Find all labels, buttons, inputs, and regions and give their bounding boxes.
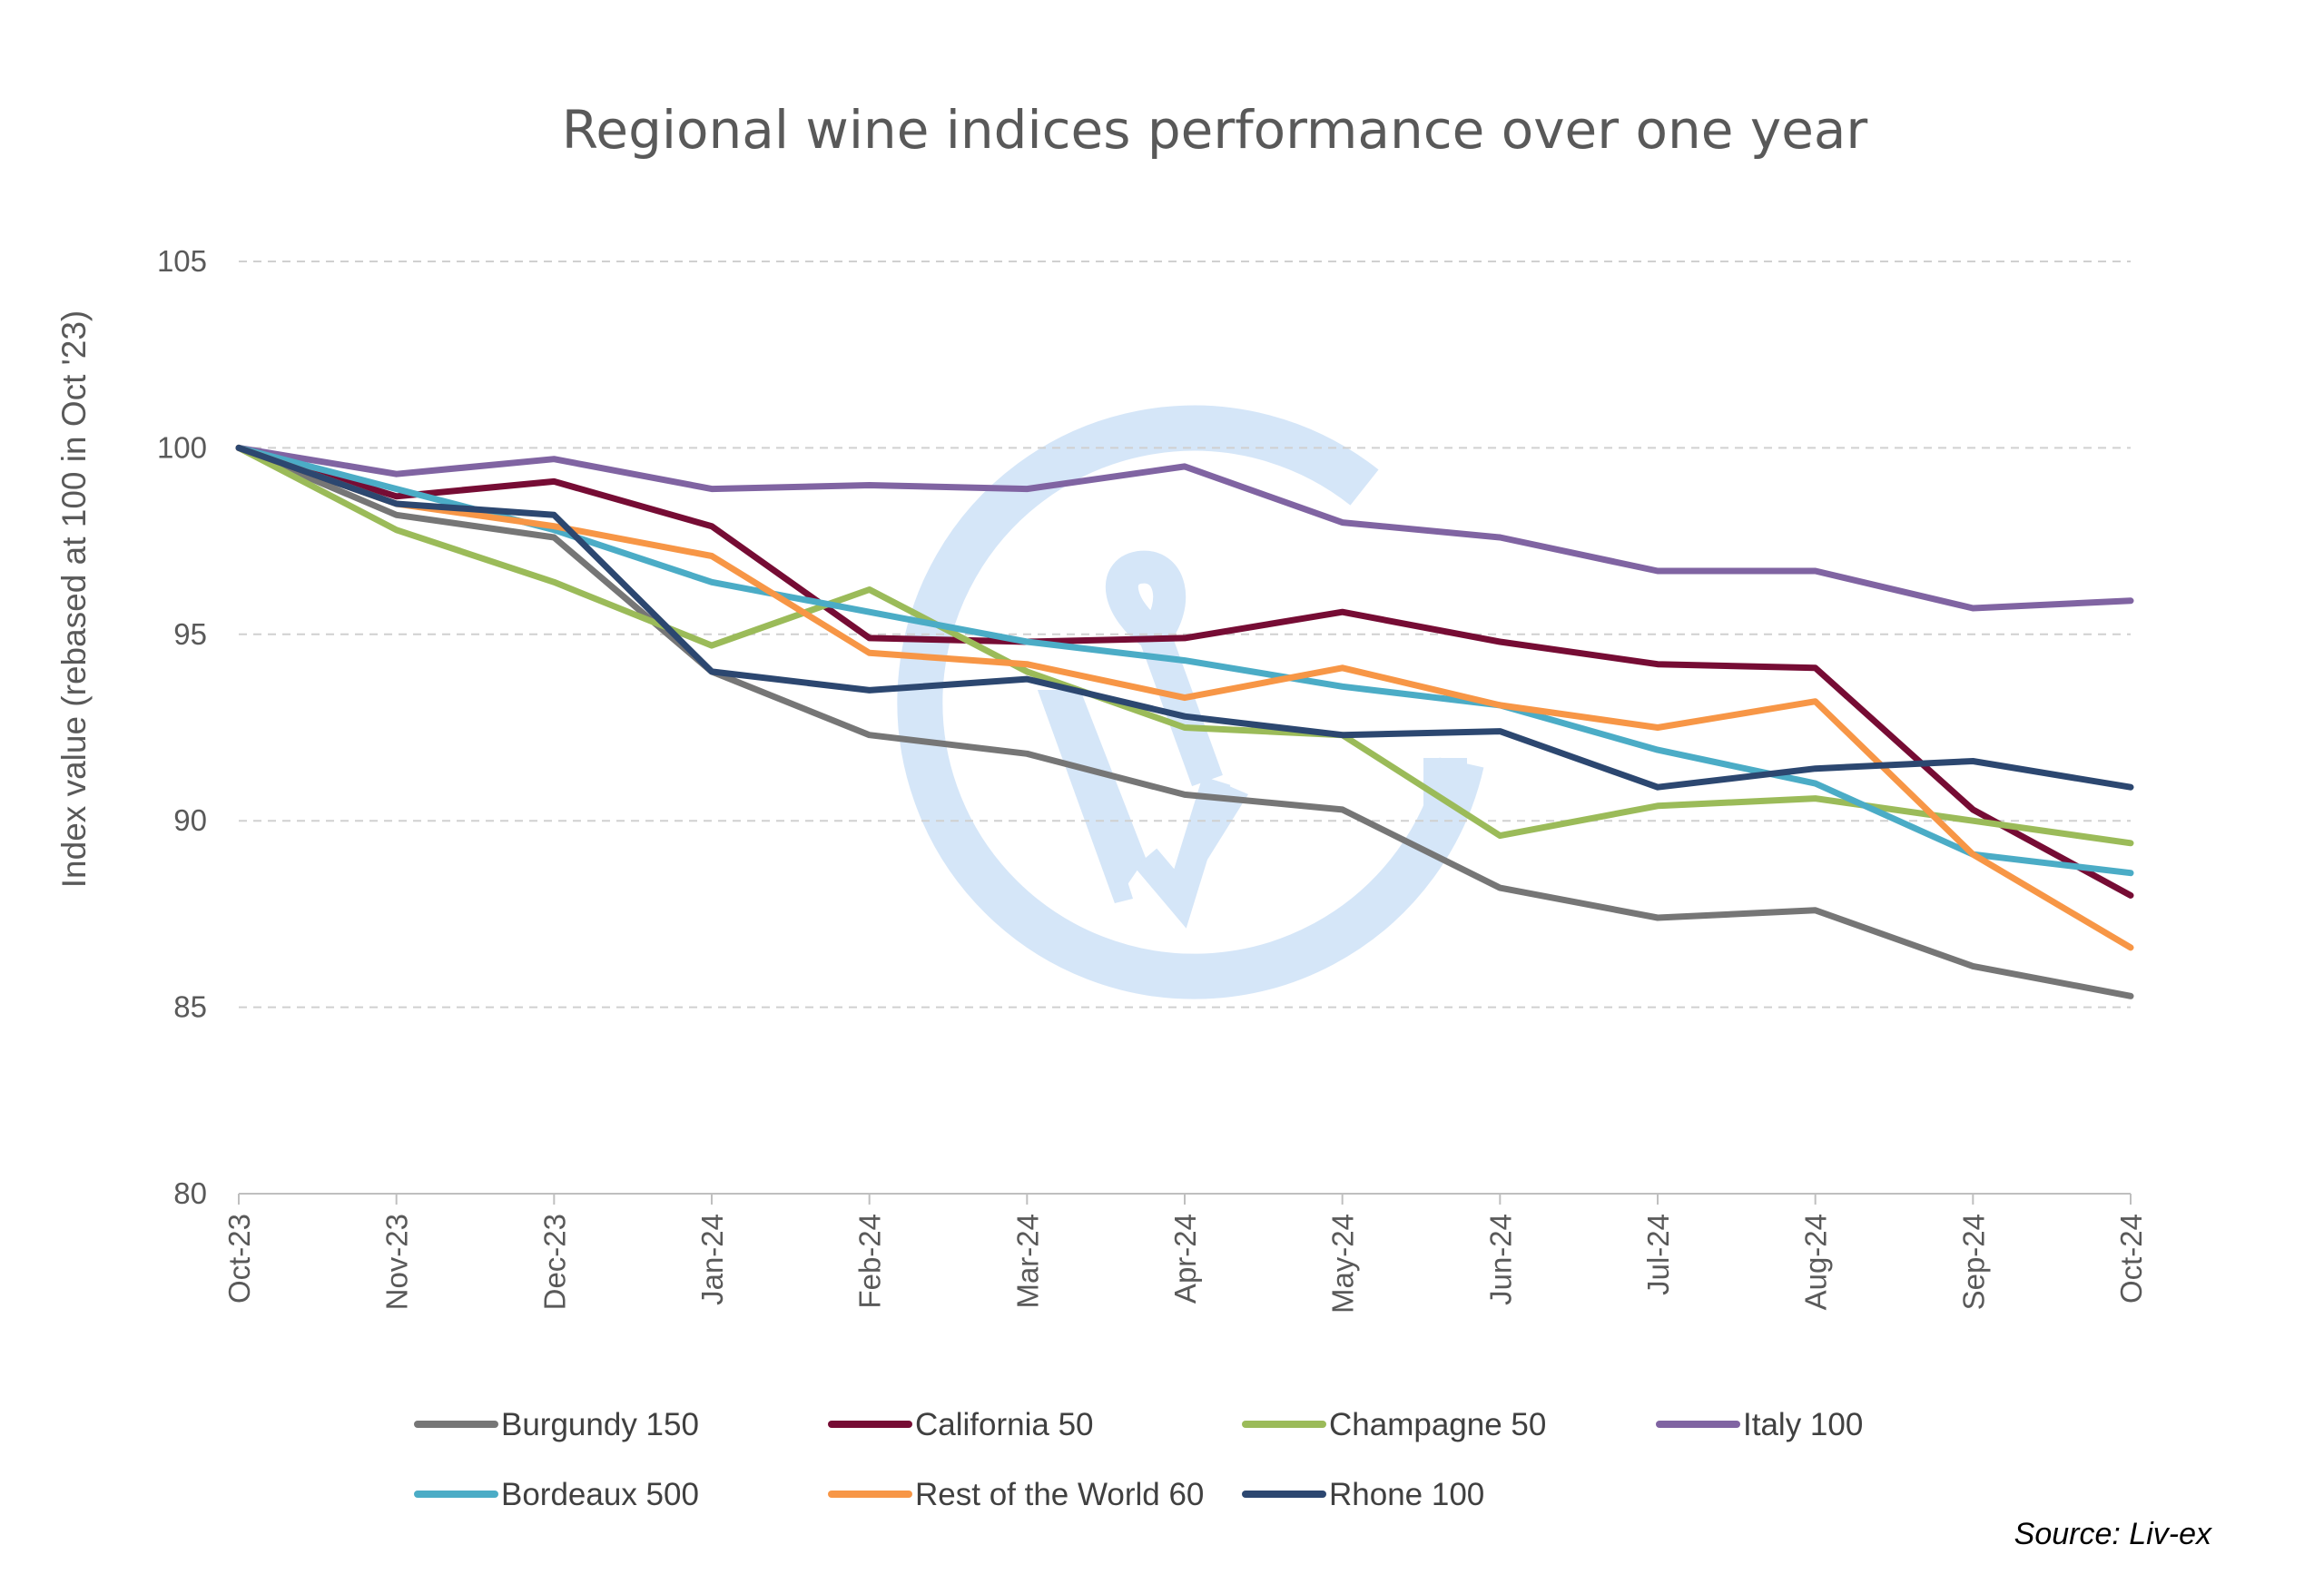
legend-label: Bordeaux 500 (501, 1477, 699, 1512)
legend-item: California 50 (828, 1407, 1094, 1442)
x-tick-label: Nov-23 (380, 1214, 414, 1310)
x-axis-ticks: Oct-23 Nov-23 Dec-23 Jan-24 Feb-24 Mar-24 Apr-… (222, 1214, 2148, 1314)
x-tick-label: Dec-23 (537, 1214, 571, 1310)
legend-item: Rhone 100 (1242, 1477, 1484, 1512)
series-line-rhone-100 (235, 444, 2134, 791)
x-tick-label: Jan-24 (695, 1214, 729, 1305)
x-tick-label: Sep-24 (1956, 1214, 1990, 1310)
y-axis-ticks: 80 85 90 95 100 105 (157, 244, 207, 1210)
series-line-rest-of-the-world-60 (235, 444, 2134, 951)
x-tick-label: Mar-24 (1010, 1214, 1044, 1309)
chart-title: Regional wine indices performance over o… (562, 99, 1868, 161)
x-tick-label: May-24 (1326, 1214, 1360, 1314)
legend-item: Bordeaux 500 (414, 1477, 699, 1512)
x-tick-label: Oct-24 (2114, 1214, 2148, 1304)
gridlines (239, 261, 2131, 1009)
y-tick-label: 105 (157, 244, 207, 278)
series-line-italy-100 (235, 444, 2134, 612)
series-lines (235, 444, 2134, 999)
legend-label: Rest of the World 60 (915, 1477, 1204, 1512)
legend-item: Burgundy 150 (414, 1407, 699, 1442)
y-tick-label: 90 (173, 803, 207, 837)
x-tick-label: Feb-24 (853, 1214, 887, 1309)
legend: Burgundy 150 California 50 Champagne 50 Ita… (414, 1407, 1863, 1512)
legend-label: California 50 (915, 1407, 1094, 1442)
legend-item: Rest of the World 60 (828, 1477, 1204, 1512)
series-line-burgundy-150 (235, 444, 2134, 999)
legend-label: Burgundy 150 (501, 1407, 699, 1442)
x-tick-label: Apr-24 (1168, 1214, 1202, 1304)
liv-ex-logo-icon (897, 405, 1484, 999)
x-tick-label: Jun-24 (1483, 1214, 1517, 1305)
series-line-california-50 (235, 444, 2134, 899)
series-line-bordeaux-500 (235, 444, 2134, 877)
y-tick-label: 80 (173, 1176, 207, 1210)
legend-item: Champagne 50 (1242, 1407, 1546, 1442)
x-tick-label: Aug-24 (1799, 1214, 1833, 1310)
legend-item: Italy 100 (1656, 1407, 1863, 1442)
x-tick-label: Oct-23 (222, 1214, 256, 1304)
y-axis-label: Index value (rebased at 100 in Oct '23) (55, 310, 93, 888)
x-tick-label: Jul-24 (1641, 1214, 1675, 1295)
y-tick-label: 85 (173, 990, 207, 1024)
legend-label: Italy 100 (1743, 1407, 1863, 1442)
y-tick-label: 100 (157, 430, 207, 464)
legend-label: Rhone 100 (1329, 1477, 1484, 1512)
series-line-champagne-50 (235, 444, 2134, 847)
y-tick-label: 95 (173, 617, 207, 651)
source-note: Source: Liv-ex (2014, 1517, 2212, 1551)
legend-label: Champagne 50 (1329, 1407, 1546, 1442)
x-axis (238, 1193, 2132, 1205)
